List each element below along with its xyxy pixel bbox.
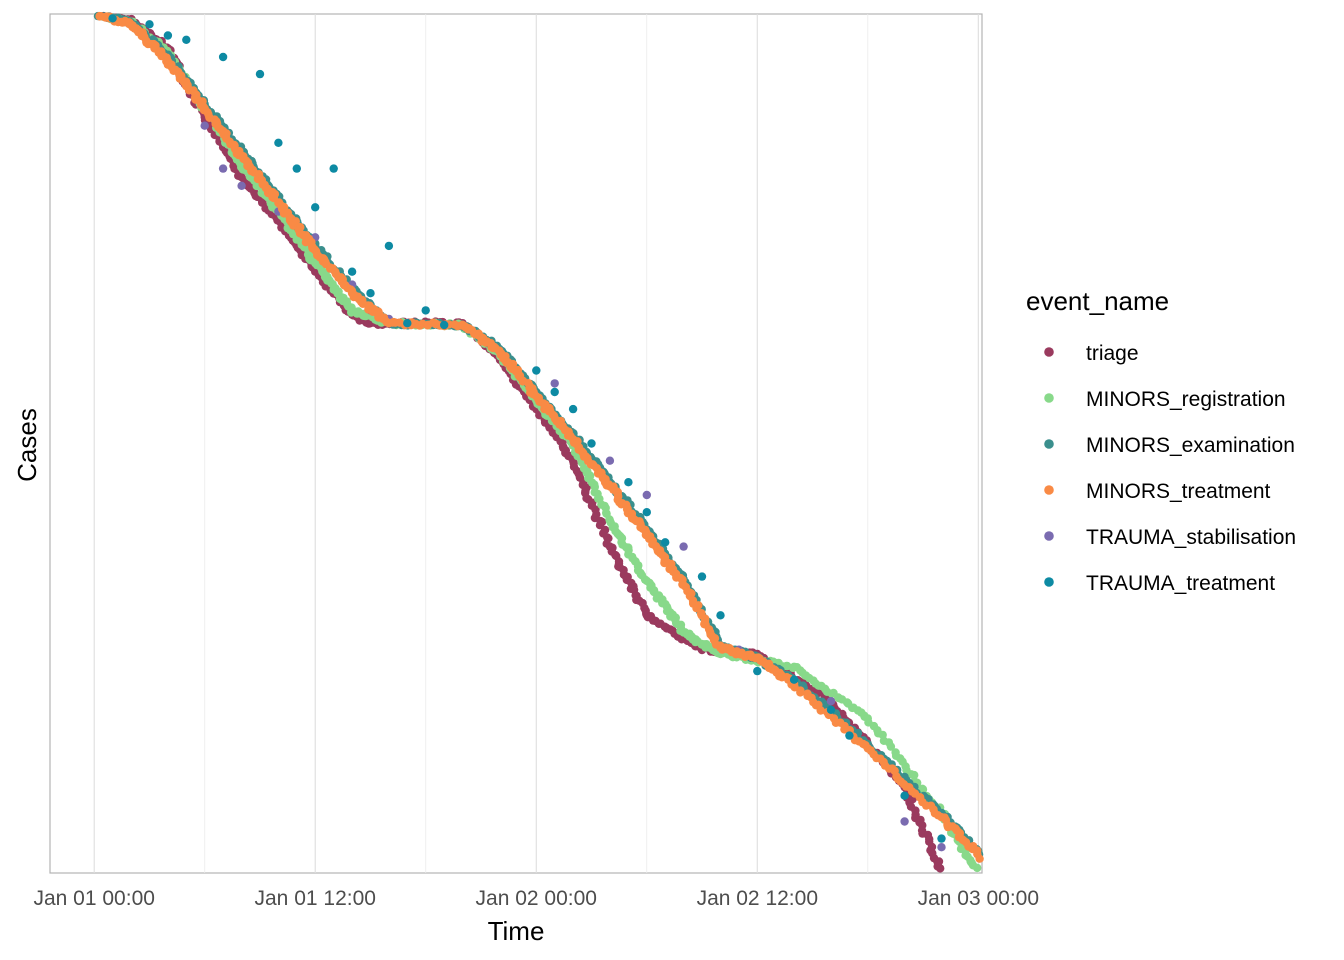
data-point <box>918 785 928 794</box>
data-point <box>550 387 559 397</box>
data-point <box>826 705 836 714</box>
legend-items: triage MINORS_registration MINORS_examinat… <box>1044 342 1296 595</box>
data-point <box>789 675 799 684</box>
x-tick-label: Jan 03 00:00 <box>918 887 1039 910</box>
legend-key <box>1044 531 1054 541</box>
data-point <box>274 138 283 147</box>
grid-lines <box>93 14 979 873</box>
data-point <box>679 542 688 551</box>
data-points <box>93 11 984 873</box>
x-tick-label: Jan 01 00:00 <box>33 887 154 910</box>
legend-item: triage <box>1044 342 1139 365</box>
legend-key <box>1044 439 1054 449</box>
data-point <box>403 319 412 328</box>
legend-label: TRAUMA_stabilisation <box>1086 526 1296 549</box>
data-point <box>384 241 394 251</box>
legend-item: MINORS_examination <box>1044 434 1295 457</box>
data-point <box>624 478 633 487</box>
data-point <box>255 69 265 79</box>
data-point <box>975 854 984 863</box>
data-point <box>661 538 670 547</box>
data-point <box>605 456 615 465</box>
legend-label: triage <box>1086 342 1139 365</box>
data-point <box>845 731 854 740</box>
data-point <box>200 121 209 130</box>
x-tick-label: Jan 01 12:00 <box>255 887 376 910</box>
data-point <box>440 320 449 330</box>
series-MINORS_treatment <box>95 11 984 863</box>
data-point <box>218 52 228 62</box>
legend-label: TRAUMA_treatment <box>1086 572 1275 595</box>
data-point <box>145 20 154 29</box>
data-point <box>900 791 909 800</box>
data-point <box>218 164 228 173</box>
x-tick-label: Jan 02 00:00 <box>476 887 597 910</box>
data-point <box>642 490 651 500</box>
data-point <box>826 697 836 706</box>
legend-key <box>1044 393 1054 403</box>
data-point <box>796 688 805 697</box>
y-axis-title: Cases <box>12 408 42 482</box>
data-point <box>642 508 651 517</box>
data-point <box>568 404 578 414</box>
data-point <box>347 267 357 276</box>
x-axis-title: Time <box>488 916 545 946</box>
data-point <box>937 843 946 852</box>
data-point <box>532 366 541 375</box>
legend-item: TRAUMA_stabilisation <box>1044 526 1296 549</box>
data-point <box>910 770 919 780</box>
plot-panel <box>49 11 984 874</box>
data-point <box>237 181 246 190</box>
data-point <box>753 666 762 676</box>
legend-key <box>1044 485 1054 495</box>
data-point <box>886 742 896 751</box>
legend-label: MINORS_treatment <box>1086 480 1271 503</box>
data-point <box>937 834 946 843</box>
x-tick-labels: Jan 01 00:00 Jan 01 12:00 Jan 02 00:00 Jan … <box>33 887 1039 910</box>
legend-label: MINORS_registration <box>1086 388 1286 411</box>
data-point <box>936 864 945 873</box>
data-point <box>163 31 173 40</box>
series-TRAUMA_treatment <box>108 14 946 843</box>
data-point <box>329 164 338 173</box>
plot-border <box>49 13 983 874</box>
legend-title: event_name <box>1026 286 1169 316</box>
legend-item: MINORS_registration <box>1044 388 1286 411</box>
data-point <box>716 611 725 620</box>
x-tick-label: Jan 02 12:00 <box>697 887 818 910</box>
data-point <box>697 572 707 581</box>
data-point <box>421 306 430 315</box>
data-point <box>816 706 825 715</box>
data-point <box>900 817 909 826</box>
legend-item: TRAUMA_treatment <box>1044 572 1275 595</box>
data-point <box>311 203 320 212</box>
data-point <box>550 379 559 388</box>
data-point <box>366 289 375 298</box>
data-point <box>973 863 982 873</box>
legend-label: MINORS_examination <box>1086 434 1295 457</box>
data-point <box>182 35 191 44</box>
data-point <box>587 439 596 448</box>
legend: event_name triage MINORS_registration MINO… <box>1026 286 1296 595</box>
data-point <box>108 14 117 23</box>
data-point <box>292 164 301 173</box>
legend-key <box>1044 347 1054 357</box>
legend-item: MINORS_treatment <box>1044 480 1271 503</box>
legend-key <box>1044 577 1054 587</box>
